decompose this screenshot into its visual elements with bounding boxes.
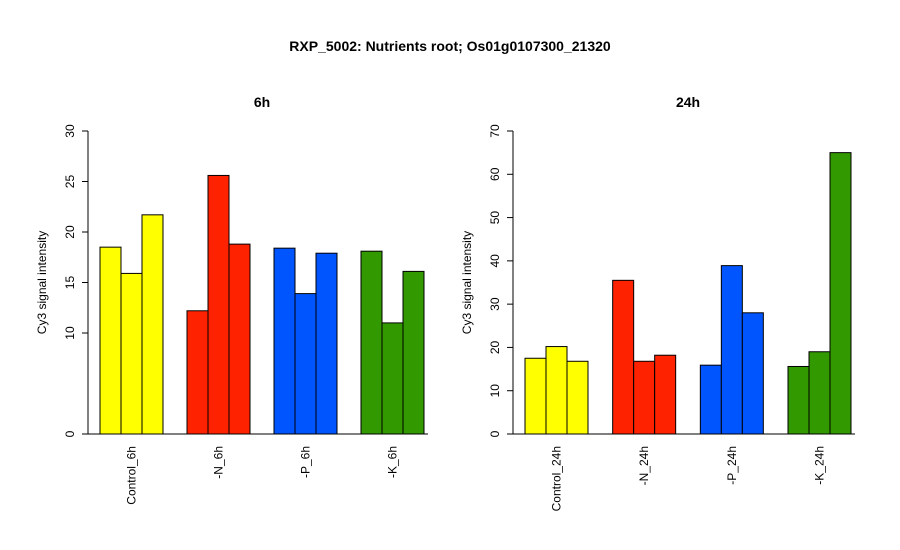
bar <box>720 265 743 435</box>
y-tick-label: 20 <box>488 340 502 354</box>
category-label: -P_24h <box>725 446 739 485</box>
bar <box>186 310 209 435</box>
bar <box>294 293 317 435</box>
bar <box>207 174 230 435</box>
bar <box>524 357 547 435</box>
y-tick-label: 10 <box>63 326 77 340</box>
category-label: -K_6h <box>386 446 400 478</box>
y-tick-label: 0 <box>63 430 77 437</box>
y-tick-label: 10 <box>488 384 502 398</box>
y-tick-label: 15 <box>63 276 77 290</box>
chart-panel-0: 6h 0 10 15 20 25 30 Cy3 signal intensity Control… <box>35 94 428 505</box>
y-tick-label: 25 <box>63 175 77 189</box>
figure-title: RXP_5002: Nutrients root; Os01g0107300_2… <box>289 38 611 54</box>
bar <box>654 354 677 435</box>
y-tick-label: 50 <box>488 211 502 225</box>
y-axis-label: Cy3 signal intensity <box>35 231 49 334</box>
bar <box>228 243 251 435</box>
bar <box>808 351 831 435</box>
bar <box>99 246 122 435</box>
category-label: Control_24h <box>550 446 564 511</box>
bar <box>360 250 383 435</box>
category-label: -P_6h <box>299 446 313 478</box>
bar <box>141 214 164 435</box>
bar <box>273 247 296 435</box>
category-label: Control_6h <box>125 446 139 505</box>
y-tick-label: 70 <box>488 124 502 138</box>
y-tick-label: 60 <box>488 167 502 181</box>
y-tick-label: 30 <box>63 124 77 138</box>
y-tick-label: 0 <box>488 430 502 437</box>
bar <box>566 360 589 435</box>
y-axis-label: Cy3 signal intensity <box>460 231 474 334</box>
bar <box>633 360 656 435</box>
bar <box>699 364 722 435</box>
category-label: -N_6h <box>212 446 226 479</box>
bar <box>120 272 143 435</box>
y-tick-label: 40 <box>488 254 502 268</box>
y-tick-label: 20 <box>63 225 77 239</box>
bar <box>829 152 852 435</box>
category-label: -N_24h <box>637 446 651 485</box>
bar <box>741 312 764 435</box>
bar <box>545 346 568 435</box>
y-tick-label: 30 <box>488 297 502 311</box>
bar <box>612 279 635 435</box>
chart-panel-1: 24h 0 10 20 30 40 50 60 70 Cy3 signal intensity Co… <box>460 94 855 511</box>
bar <box>381 322 404 435</box>
panel-title: 24h <box>676 94 700 110</box>
bar <box>787 365 810 435</box>
category-label: -K_24h <box>813 446 827 485</box>
bar <box>402 270 425 435</box>
panel-title: 6h <box>254 94 270 110</box>
bar <box>315 252 338 435</box>
